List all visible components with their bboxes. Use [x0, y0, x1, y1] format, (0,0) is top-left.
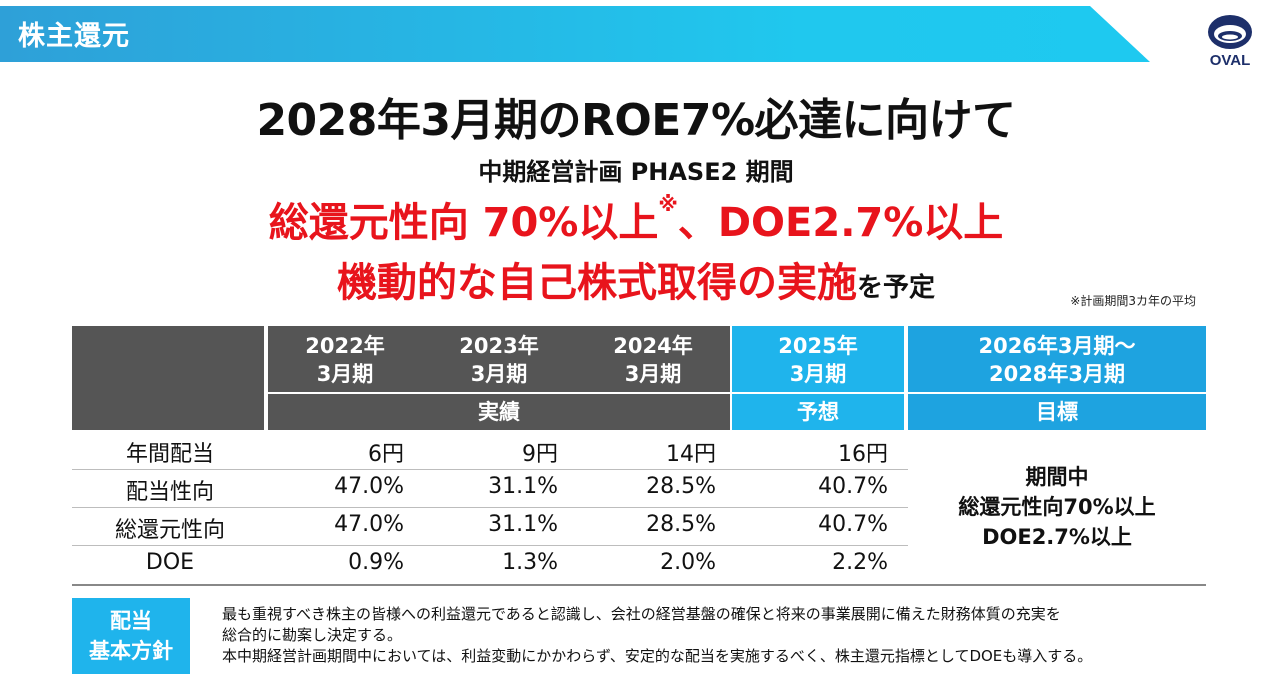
cell-value: 47.0% [334, 474, 404, 499]
cell-value: 40.7% [818, 474, 888, 499]
target-line-2: 機動的な自己株式取得の実施を予定 [0, 250, 1272, 308]
column-year: 2025年 [778, 334, 858, 358]
target-line-1-text: 総還元性向 70%以上 [268, 200, 659, 246]
column-year: 2022年 [305, 334, 385, 358]
target-line-2-tail: を予定 [856, 273, 935, 303]
column-month: 3月期 [470, 362, 528, 386]
cell-value: 2.2% [832, 550, 888, 575]
target-line-1: 総還元性向 70%以上※、DOE2.7%以上 [0, 190, 1272, 248]
table-row: DOE 0.9% 1.3% 2.0% 2.2% [72, 546, 908, 584]
target-cell: 期間中 総還元性向70%以上 DOE2.7%以上 [908, 430, 1206, 584]
target-text-line: 総還元性向70%以上 [958, 495, 1156, 519]
cell-value: 14円 [666, 442, 716, 467]
policy-label-line: 配当 [110, 609, 152, 633]
cell-value: 0.9% [348, 550, 404, 575]
policy-line: 最も重視すべき株主の皆様への利益還元であると認識し、会社の経営基盤の確保と将来の… [222, 605, 1061, 623]
table-row: 総還元性向 47.0% 31.1% 28.5% 40.7% [72, 508, 908, 546]
policy-line: 総合的に勘案し決定する。 [222, 626, 403, 644]
logo-wordmark: OVAL [1209, 52, 1251, 69]
column-header-target-period: 2026年3月期～ 2028年3月期 [908, 326, 1206, 392]
policy-label-line: 基本方針 [89, 639, 173, 663]
table-header-corner [72, 326, 264, 430]
cell-value: 1.3% [502, 550, 558, 575]
column-header-2025: 2025年 3月期 [732, 326, 904, 392]
policy-label: 配当 基本方針 [72, 598, 190, 674]
row-label: 配当性向 [125, 480, 214, 505]
target-line-1-rest: 、DOE2.7%以上 [677, 200, 1004, 246]
cell-value: 47.0% [334, 512, 404, 537]
company-logo: OVAL [1198, 12, 1262, 72]
policy-line: 本中期経営計画期間中においては、利益変動にかかわらず、安定的な配当を実施するべく… [222, 647, 1093, 665]
cell-value: 28.5% [646, 474, 716, 499]
main-headline: 2028年3月期のROE7%必達に向けて [256, 95, 1016, 146]
group-label-forecast: 予想 [732, 394, 904, 430]
cell-value: 28.5% [646, 512, 716, 537]
section-banner [0, 6, 1150, 62]
policy-text: 最も重視すべき株主の皆様への利益還元であると認識し、会社の経営基盤の確保と将来の… [222, 604, 1222, 667]
column-header-2024: 2024年 3月期 [576, 332, 730, 388]
footnote-mark: ※ [658, 192, 678, 216]
table-header-actual-years [268, 326, 730, 392]
cell-value: 40.7% [818, 512, 888, 537]
sub-headline: 中期経営計画 PHASE2 期間 [478, 158, 794, 186]
cell-value: 31.1% [488, 512, 558, 537]
footnote: ※計画期間3カ年の平均 [1070, 294, 1196, 308]
row-label: 総還元性向 [114, 518, 225, 543]
group-label-actual: 実績 [268, 394, 730, 430]
oval-logo-icon [1208, 15, 1252, 49]
column-year: 2024年 [613, 334, 693, 358]
column-month: 3月期 [316, 362, 374, 386]
row-label: 年間配当 [125, 442, 214, 467]
section-title: 株主還元 [18, 21, 130, 52]
column-header-2022: 2022年 3月期 [268, 332, 422, 388]
group-label-target: 目標 [908, 394, 1206, 430]
target-text-line: DOE2.7%以上 [982, 525, 1132, 549]
row-label: DOE [145, 550, 195, 575]
cell-value: 31.1% [488, 474, 558, 499]
cell-value: 2.0% [660, 550, 716, 575]
column-month: 3月期 [624, 362, 682, 386]
column-month: 3月期 [789, 362, 847, 386]
target-line-2-text: 機動的な自己株式取得の実施 [336, 260, 857, 306]
table-row: 配当性向 47.0% 31.1% 28.5% 40.7% [72, 470, 908, 508]
column-month: 2028年3月期 [988, 362, 1126, 386]
target-text-line: 期間中 [1025, 465, 1089, 489]
cell-value: 9円 [522, 442, 558, 467]
column-year: 2026年3月期～ [978, 334, 1136, 358]
table-bottom-rule [72, 584, 1206, 586]
column-header-2023: 2023年 3月期 [422, 332, 576, 388]
table-row: 年間配当 6円 9円 14円 16円 [72, 432, 908, 470]
column-year: 2023年 [459, 334, 539, 358]
cell-value: 16円 [838, 442, 888, 467]
cell-value: 6円 [368, 442, 404, 467]
